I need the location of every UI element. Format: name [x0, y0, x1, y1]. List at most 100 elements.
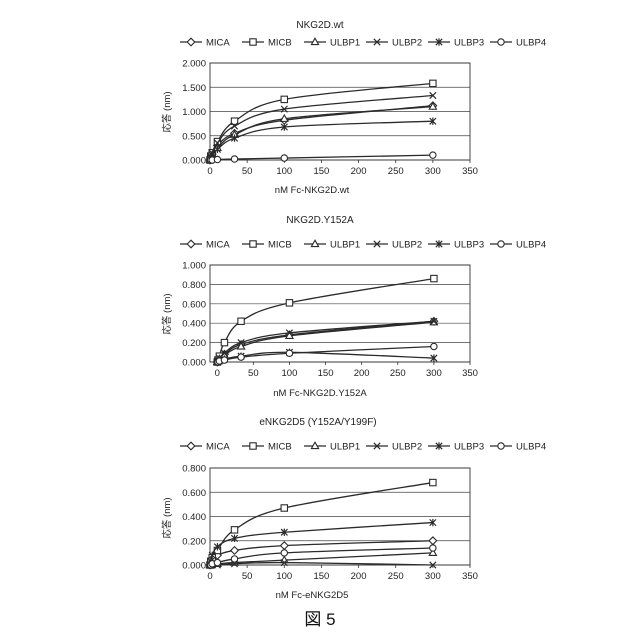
chart-3-legend-marker-ulbp4	[497, 442, 505, 450]
chart-2-x-tick-label: 300	[426, 368, 442, 379]
chart-2-y-tick-label: 0.000	[182, 358, 206, 369]
chart-3-point-micb	[230, 526, 239, 534]
chart-3-legend-marker-ulbp2	[373, 442, 381, 450]
chart-1-series-line-mica	[209, 105, 433, 161]
chart-2-legend-item-micb: MICB	[242, 240, 292, 251]
chart-2-legend-marker-ulbp3	[435, 240, 443, 248]
chart-1-series-line-ulbp4	[209, 154, 433, 161]
chart-3-point-mica	[229, 545, 240, 556]
chart-1-legend-marker-ulbp4	[497, 38, 505, 46]
chart-2-legend-item-mica: MICA	[180, 239, 230, 251]
chart-3-y-axis-label: 応答 (nm)	[161, 497, 173, 538]
chart-2-x-tick-label: 200	[354, 368, 370, 379]
chart-2-y-tick-label: 0.800	[182, 280, 206, 291]
chart-2-y-tick-label: 0.400	[182, 319, 206, 330]
chart-1-point-ulbp3	[280, 123, 288, 131]
chart-2: NKG2D.Y152A MICA MICB ULBP1 ULBP2 ULBP3 ULBP4…	[161, 215, 546, 399]
chart-3-legend-marker-ulbp1	[310, 441, 320, 450]
chart-3-x-tick-label: 0	[207, 571, 212, 582]
chart-1-point-micb	[280, 95, 289, 104]
chart-1-legend-label: ULBP1	[330, 38, 360, 49]
chart-3-legend-marker-ulbp3	[435, 442, 443, 450]
chart-1-point-ulbp2	[429, 91, 437, 100]
chart-3-legend-item-ulbp1: ULBP1	[304, 441, 360, 453]
chart-1-y-tick-label: 1.500	[182, 83, 206, 94]
chart-3-point-ulbp3	[208, 551, 216, 559]
chart-1-series-line-ulbp3	[209, 120, 433, 161]
chart-1-legend-marker-ulbp3	[435, 38, 443, 46]
chart-1-legend-label: ULBP2	[392, 38, 422, 49]
chart-3-point-ulbp4	[429, 544, 437, 552]
chart-2-y-axis-label: 応答 (nm)	[161, 293, 173, 334]
chart-1-frame	[209, 62, 471, 161]
chart-2-y-tick-label: 0.200	[182, 338, 206, 349]
chart-1-title: NKG2D.wt	[296, 20, 343, 31]
chart-2-point-micb	[430, 274, 438, 283]
chart-2-y-tick-label: 0.600	[182, 299, 206, 310]
chart-3: eNKG2D5 (Y152A/Y199F) MICA MICB ULBP1 ULBP2…	[161, 417, 546, 601]
chart-1-point-ulbp3	[230, 134, 239, 142]
chart-2-series-line-ulbp3	[217, 351, 434, 363]
chart-2-x-tick-label: 100	[282, 368, 298, 379]
chart-2-legend-label: ULBP4	[516, 240, 546, 251]
chart-2-legend-item-ulbp3: ULBP3	[428, 240, 484, 251]
chart-1-x-tick-label: 300	[425, 166, 441, 177]
chart-2-plot: 0.000 0.200 0.400 0.600 0.800 1.000 0 50 100 150 2…	[182, 261, 478, 380]
chart-1-series-line-ulbp2	[209, 94, 433, 161]
chart-3-point-micb	[429, 478, 437, 487]
chart-3-x-tick-label: 300	[425, 571, 441, 582]
chart-2-point-ulbp1	[236, 341, 246, 350]
chart-1-legend-item-micb: MICB	[242, 38, 292, 49]
chart-1-point-ulbp2	[230, 122, 239, 130]
chart-2-point-ulbp2	[430, 317, 438, 325]
chart-1-x-tick-label: 150	[313, 166, 329, 177]
chart-2-legend-label: ULBP1	[330, 240, 360, 251]
chart-1-legend-label: MICA	[206, 38, 230, 49]
chart-3-legend-marker-mica	[186, 441, 196, 451]
chart-3-x-tick-label: 200	[351, 571, 367, 582]
chart-2-legend-marker-micb	[249, 240, 257, 248]
chart-3-point-micb	[280, 504, 289, 512]
chart-2-x-tick-label: 250	[390, 368, 406, 379]
chart-2-legend-item-ulbp4: ULBP4	[490, 240, 546, 251]
chart-1-y-tick-label: 0.000	[182, 156, 206, 167]
chart-3-point-ulbp1	[428, 547, 438, 557]
chart-3-x-tick-label: 50	[242, 571, 253, 582]
chart-2-frame	[209, 264, 471, 363]
chart-1-x-tick-label: 100	[276, 166, 292, 177]
chart-2-point-micb	[285, 299, 294, 307]
chart-3-legend-item-mica: MICA	[180, 441, 230, 453]
chart-3-series-line-mica	[209, 540, 433, 566]
chart-1: NKG2D.wt MICA MICB ULBP1 ULBP2 ULBP3 ULBP4 0.…	[161, 20, 546, 196]
chart-1-plot: 0.000 0.500 1.000 1.500 2.000 0 50 100 150 200 250…	[182, 59, 478, 178]
chart-2-point-ulbp4	[220, 356, 229, 364]
chart-2-legend-label: ULBP2	[392, 240, 422, 251]
chart-2-y-tick-label: 1.000	[182, 261, 206, 272]
chart-3-legend-marker-micb	[249, 442, 257, 450]
chart-1-point-micb	[230, 117, 239, 125]
chart-2-legend-item-ulbp1: ULBP1	[304, 239, 360, 251]
chart-1-y-tick-label: 2.000	[182, 59, 206, 70]
chart-1-legend-marker-ulbp1	[310, 37, 320, 46]
chart-3-point-ulbp3	[213, 543, 222, 551]
chart-2-point-micb	[237, 317, 245, 326]
chart-2-legend-label: MICB	[268, 240, 292, 251]
chart-3-legend-item-ulbp4: ULBP4	[490, 442, 546, 453]
chart-1-x-tick-label: 350	[462, 166, 478, 177]
chart-3-point-ulbp3	[429, 518, 437, 527]
chart-3-point-ulbp2	[280, 558, 288, 567]
chart-1-legend-marker-ulbp2	[373, 38, 381, 46]
chart-3-legend-label: ULBP1	[330, 442, 360, 453]
chart-2-legend-marker-ulbp1	[310, 239, 320, 248]
chart-1-x-tick-label: 0	[207, 166, 212, 177]
chart-1-legend-item-mica: MICA	[180, 37, 230, 49]
chart-1-x-axis-label: nM Fc-NKG2D.wt	[275, 185, 350, 196]
chart-3-point-ulbp4	[280, 549, 289, 557]
chart-2-point-ulbp3	[430, 354, 438, 362]
chart-1-y-tick-label: 1.000	[182, 107, 206, 118]
chart-2-point-ulbp2	[285, 329, 294, 337]
chart-1-legend-item-ulbp3: ULBP3	[428, 38, 484, 49]
chart-2-legend-label: ULBP3	[454, 240, 484, 251]
